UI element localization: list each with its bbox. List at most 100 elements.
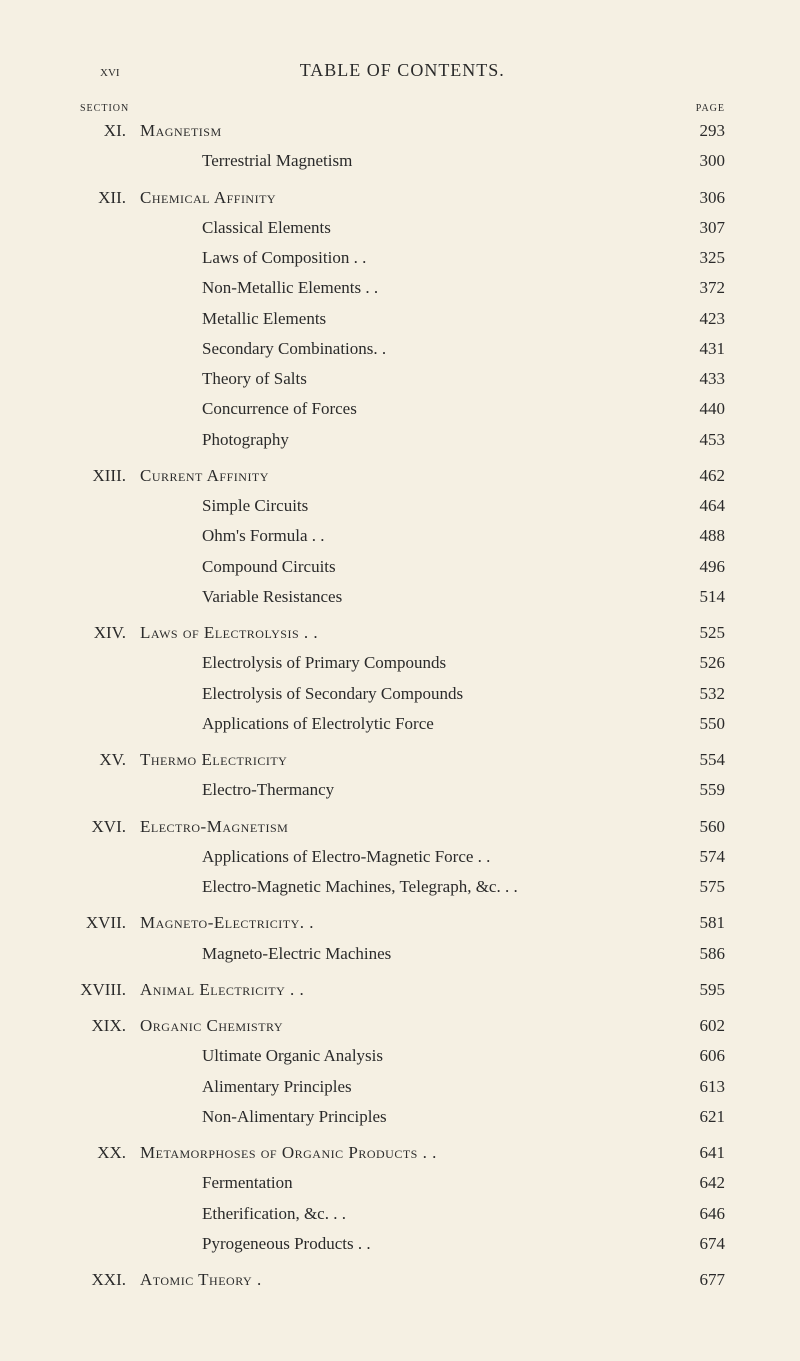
section-number: XIX.	[68, 1011, 140, 1041]
toc-sub-row: Etherification, &c. . .646	[140, 1199, 725, 1229]
sub-title: Non-Alimentary Principles	[140, 1102, 387, 1132]
entry-title-wrap: Atomic Theory .	[140, 1265, 671, 1295]
entry-title-wrap: Theory of Salts	[140, 364, 671, 394]
entry-title-wrap: Organic Chemistry	[140, 1011, 671, 1041]
section-number: XV.	[68, 745, 140, 775]
section-title: Chemical Affinity	[140, 183, 276, 213]
page-number: 496	[671, 552, 725, 582]
entry-title-wrap: Ohm's Formula . .	[140, 521, 671, 551]
page-number: 431	[671, 334, 725, 364]
entry-title-wrap: Concurrence of Forces	[140, 394, 671, 424]
toc-sub-row: Applications of Electrolytic Force 550	[140, 709, 725, 739]
toc-main-row: XXI.Atomic Theory .677	[140, 1265, 725, 1295]
page-number: 300	[671, 146, 725, 176]
sub-title: Pyrogeneous Products . .	[140, 1229, 371, 1259]
toc-sub-row: Applications of Electro-Magnetic Force .…	[140, 842, 725, 872]
entry-title-wrap: Electrolysis of Primary Compounds	[140, 648, 671, 678]
page-number: 677	[671, 1265, 725, 1295]
toc-section: XIII.Current Affinity462Simple Circuits4…	[140, 461, 725, 612]
toc-sub-row: Variable Resistances514	[140, 582, 725, 612]
toc-sub-row: Pyrogeneous Products . .674	[140, 1229, 725, 1259]
toc-sub-row: Photography453	[140, 425, 725, 455]
sub-title: Applications of Electro-Magnetic Force .…	[140, 842, 490, 872]
entry-title-wrap: Electrolysis of Secondary Compounds	[140, 679, 671, 709]
sub-title: Applications of Electrolytic Force	[140, 709, 434, 739]
entry-title-wrap: Fermentation	[140, 1168, 671, 1198]
toc-sub-row: Compound Circuits496	[140, 552, 725, 582]
toc-sub-row: Ultimate Organic Analysis 606	[140, 1041, 725, 1071]
toc-sub-row: Classical Elements307	[140, 213, 725, 243]
sub-title: Electrolysis of Secondary Compounds	[140, 679, 463, 709]
toc-main-row: XI.Magnetism293	[140, 116, 725, 146]
page-title: TABLE OF CONTENTS.	[80, 60, 725, 81]
toc-sub-row: Simple Circuits464	[140, 491, 725, 521]
section-title: Magnetism	[140, 116, 222, 146]
section-number: XVIII.	[68, 975, 140, 1005]
toc-section: XXI.Atomic Theory .677	[140, 1265, 725, 1295]
toc-section: XI.Magnetism293Terrestrial Magnetism300	[140, 116, 725, 177]
section-title: Laws of Electrolysis . .	[140, 618, 318, 648]
page-number: 559	[671, 775, 725, 805]
toc-sub-row: Ohm's Formula . .488	[140, 521, 725, 551]
toc-sub-row: Metallic Elements 423	[140, 304, 725, 334]
page-number: 586	[671, 939, 725, 969]
sub-title: Metallic Elements	[140, 304, 326, 334]
toc-sub-row: Electro-Thermancy559	[140, 775, 725, 805]
page-column-header: PAGE	[696, 103, 725, 114]
section-number: XXI.	[68, 1265, 140, 1295]
section-title: Organic Chemistry	[140, 1011, 283, 1041]
entry-title-wrap: Pyrogeneous Products . .	[140, 1229, 671, 1259]
table-of-contents: XI.Magnetism293Terrestrial Magnetism300X…	[140, 116, 725, 1295]
toc-section: XVIII.Animal Electricity . .595	[140, 975, 725, 1005]
toc-sub-row: Fermentation642	[140, 1168, 725, 1198]
sub-title: Magneto-Electric Machines	[140, 939, 391, 969]
toc-sub-row: Alimentary Principles613	[140, 1072, 725, 1102]
entry-title-wrap: Simple Circuits	[140, 491, 671, 521]
page-number: 641	[671, 1138, 725, 1168]
page-number: 621	[671, 1102, 725, 1132]
page-number: 602	[671, 1011, 725, 1041]
sub-title: Ultimate Organic Analysis	[140, 1041, 383, 1071]
sub-title: Secondary Combinations. .	[140, 334, 386, 364]
column-headers: SECTION PAGE	[80, 103, 725, 114]
page-number: 453	[671, 425, 725, 455]
page-header: xvi TABLE OF CONTENTS.	[140, 60, 725, 81]
page-number: 560	[671, 812, 725, 842]
entry-title-wrap: Magneto-Electric Machines	[140, 939, 671, 969]
page-number: 372	[671, 273, 725, 303]
page-number: 525	[671, 618, 725, 648]
section-number: XIV.	[68, 618, 140, 648]
entry-title-wrap: Non-Alimentary Principles	[140, 1102, 671, 1132]
page-number: 606	[671, 1041, 725, 1071]
sub-title: Electrolysis of Primary Compounds	[140, 648, 446, 678]
section-title: Atomic Theory .	[140, 1265, 262, 1295]
toc-main-row: XIX.Organic Chemistry602	[140, 1011, 725, 1041]
toc-main-row: XIII.Current Affinity462	[140, 461, 725, 491]
toc-section: XIV.Laws of Electrolysis . .525Electroly…	[140, 618, 725, 739]
entry-title-wrap: Laws of Electrolysis . .	[140, 618, 671, 648]
sub-title: Variable Resistances	[140, 582, 342, 612]
entry-title-wrap: Electro-Magnetic Machines, Telegraph, &c…	[140, 872, 671, 902]
page-number: 550	[671, 709, 725, 739]
toc-section: XIX.Organic Chemistry602Ultimate Organic…	[140, 1011, 725, 1132]
sub-title: Theory of Salts	[140, 364, 307, 394]
page-number: 613	[671, 1072, 725, 1102]
entry-title-wrap: Thermo Electricity	[140, 745, 671, 775]
entry-title-wrap: Laws of Composition . .	[140, 243, 671, 273]
sub-title: Non-Metallic Elements . .	[140, 273, 378, 303]
entry-title-wrap: Magnetism	[140, 116, 671, 146]
toc-section: XVI.Electro-Magnetism560Applications of …	[140, 812, 725, 903]
toc-section: XV.Thermo Electricity554Electro-Thermanc…	[140, 745, 725, 806]
section-title: Current Affinity	[140, 461, 269, 491]
page-number: 433	[671, 364, 725, 394]
toc-sub-row: Non-Metallic Elements . . 372	[140, 273, 725, 303]
toc-sub-row: Non-Alimentary Principles 621	[140, 1102, 725, 1132]
page-number: 581	[671, 908, 725, 938]
toc-sub-row: Electrolysis of Primary Compounds526	[140, 648, 725, 678]
page-number: 595	[671, 975, 725, 1005]
entry-title-wrap: Compound Circuits	[140, 552, 671, 582]
page-number: 423	[671, 304, 725, 334]
entry-title-wrap: Applications of Electrolytic Force	[140, 709, 671, 739]
toc-sub-row: Secondary Combinations. . 431	[140, 334, 725, 364]
entry-title-wrap: Electro-Thermancy	[140, 775, 671, 805]
